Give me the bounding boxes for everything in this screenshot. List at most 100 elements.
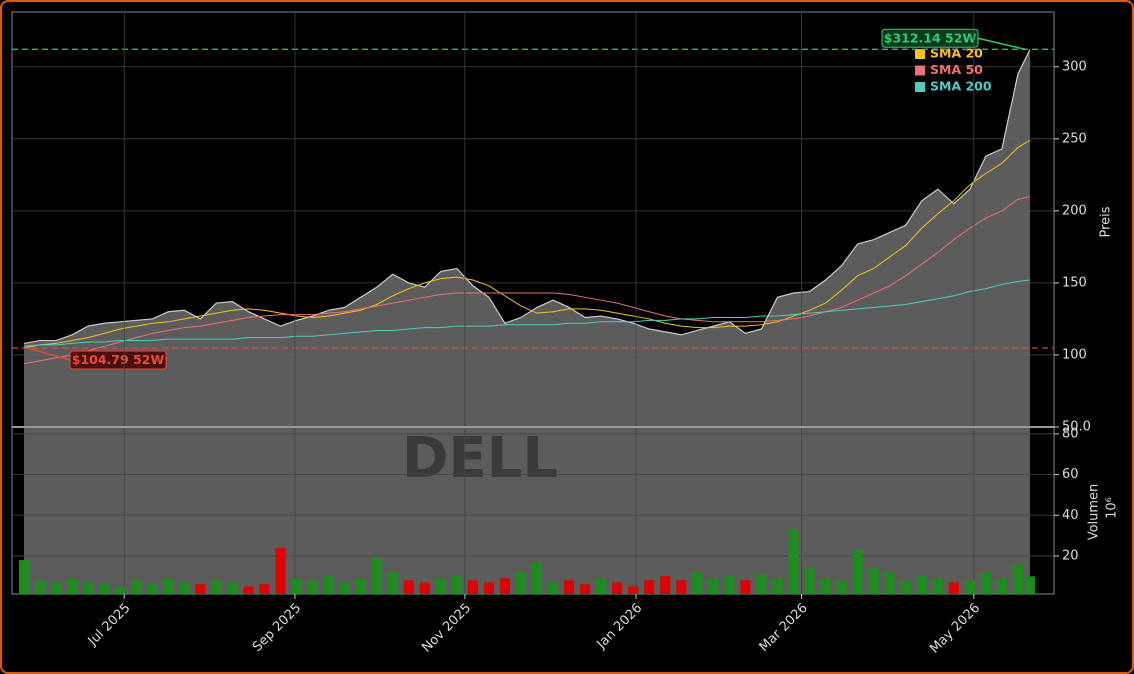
y-tick-label: 100 <box>1062 347 1087 362</box>
volume-bar <box>243 586 254 594</box>
y-tick-label: 20 <box>1062 548 1079 563</box>
volume-bar <box>131 580 142 594</box>
legend-swatch <box>915 49 925 59</box>
y-tick-label: 80 <box>1062 426 1079 441</box>
x-tick-label: Mar 2026 <box>757 601 811 655</box>
volume-bar <box>820 578 831 594</box>
volume-bar <box>868 568 879 594</box>
volume-bar <box>115 586 126 594</box>
volume-bar <box>259 584 270 594</box>
volume-bar <box>291 578 302 594</box>
volume-bar <box>179 582 190 594</box>
annotation-label: $312.14 52W <box>884 30 977 45</box>
volume-bar <box>916 576 927 594</box>
y-tick-label: 300 <box>1062 59 1087 74</box>
legend-swatch <box>915 82 925 92</box>
price-line <box>23 49 1031 345</box>
y-axis-label: Preis <box>1099 206 1114 237</box>
annotation-arrow <box>27 347 71 361</box>
watermark: DELL <box>402 426 558 491</box>
volume-bar <box>51 582 62 594</box>
sma-line <box>23 195 1031 365</box>
volume-bar <box>451 576 462 594</box>
y-tick-label: 40 <box>1062 508 1079 523</box>
sma-line <box>23 139 1031 349</box>
volume-bar <box>548 582 559 594</box>
volume-bar <box>724 576 735 594</box>
volume-bar <box>387 572 398 594</box>
y-tick-label: 250 <box>1062 131 1087 146</box>
volume-bar <box>884 572 895 594</box>
volume-bar <box>19 560 30 594</box>
volume-bar <box>195 584 206 594</box>
volume-bar <box>147 584 158 594</box>
legend-swatch <box>915 65 925 76</box>
y-tick-label: 60 <box>1062 467 1079 482</box>
sma-line <box>23 279 1031 347</box>
legend-label: SMA 50 <box>930 62 983 77</box>
volume-bar <box>99 584 110 594</box>
annotation-box <box>69 350 167 370</box>
volume-bar <box>964 580 975 594</box>
volume-bar <box>660 576 671 594</box>
volume-bar <box>692 572 703 594</box>
price-area <box>24 49 1030 595</box>
x-tick-label: Sep 2025 <box>250 601 304 655</box>
volume-bar <box>1012 564 1023 594</box>
volume-bar <box>67 578 78 594</box>
legend-label: SMA 200 <box>930 79 992 94</box>
volume-bar <box>355 578 366 594</box>
volume-bar <box>499 578 510 594</box>
y-tick-label: 150 <box>1062 275 1087 290</box>
volume-bar <box>403 580 414 594</box>
y-axis-label: Volumen <box>1087 484 1102 541</box>
volume-bar <box>307 580 318 594</box>
volume-bar <box>467 580 478 594</box>
volume-bar <box>371 557 382 594</box>
volume-bar <box>580 584 591 594</box>
x-tick-label: Nov 2025 <box>419 601 474 656</box>
x-tick-label: May 2026 <box>927 601 983 657</box>
y-tick-label: 50.0 <box>1062 420 1091 435</box>
x-tick-label: Jul 2025 <box>85 601 134 650</box>
volume-bar <box>756 574 767 594</box>
volume-bar <box>708 578 719 594</box>
volume-bar <box>980 572 991 594</box>
volume-bar <box>515 572 526 594</box>
volume-bar <box>83 582 94 594</box>
volume-bar <box>948 582 959 594</box>
volume-bar <box>419 582 430 594</box>
volume-bar <box>163 578 174 594</box>
volume-bar <box>996 578 1007 594</box>
volume-bar <box>435 578 446 594</box>
volume-bar <box>564 580 575 594</box>
axis-offset: 10⁶ <box>1105 497 1120 519</box>
volume-bar <box>772 578 783 594</box>
volume-bar <box>211 580 222 594</box>
volume-bar <box>596 578 607 594</box>
volume-bar <box>483 582 494 594</box>
volume-bar <box>532 562 543 594</box>
annotation-arrow <box>977 37 1026 50</box>
annotation-box <box>881 28 979 48</box>
volume-bar <box>35 580 46 594</box>
volume-bar <box>612 582 623 594</box>
volume-bar <box>788 529 799 594</box>
volume-bar <box>1024 576 1035 594</box>
volume-bar <box>227 582 238 594</box>
volume-bar <box>275 547 286 594</box>
annotation-label: $104.79 52W <box>72 352 165 367</box>
y-tick-label: 200 <box>1062 203 1087 218</box>
volume-bar <box>740 580 751 594</box>
x-tick-label: Jan 2026 <box>593 601 645 653</box>
volume-bar <box>628 586 639 594</box>
volume-bar <box>644 580 655 594</box>
volume-bar <box>323 576 334 594</box>
volume-bar <box>900 580 911 594</box>
volume-bar <box>836 580 847 594</box>
volume-bar <box>932 578 943 594</box>
volume-bar <box>676 580 687 594</box>
